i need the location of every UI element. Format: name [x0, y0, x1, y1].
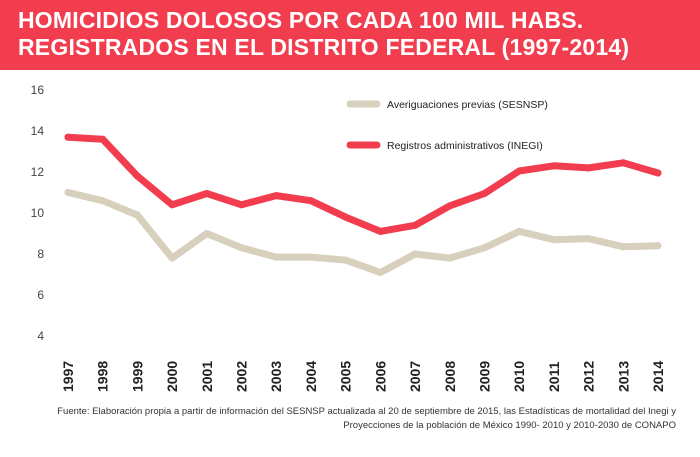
x-tick-label: 2005: [338, 361, 354, 392]
data-point: [654, 169, 662, 177]
x-tick-label: 2009: [476, 361, 492, 392]
data-point: [654, 242, 662, 250]
chart-title-line-2: REGISTRADOS EN EL DISTRITO FEDERAL (1997…: [18, 34, 630, 60]
line-chart: 4 6 8 10 12 14 16 1997 1998 1999 2000 2001 2002 2003…: [31, 83, 666, 392]
source-note: Fuente: Elaboración propia a partir de i…: [57, 406, 676, 431]
y-tick-label: 8: [37, 247, 44, 261]
x-tick-label: 1998: [95, 361, 111, 392]
legend: Averiguaciones previas (SESNSP) Registros…: [346, 99, 548, 152]
x-tick-label: 2013: [615, 361, 631, 392]
series-1: [64, 189, 662, 276]
data-point: [376, 227, 384, 235]
data-point: [411, 250, 419, 258]
x-tick-label: 2008: [442, 361, 458, 392]
data-point: [168, 254, 176, 262]
data-point: [446, 254, 454, 262]
data-point: [550, 162, 558, 170]
data-point: [376, 268, 384, 276]
data-point: [272, 192, 280, 200]
data-point: [307, 253, 315, 261]
x-tick-label: 2014: [650, 361, 666, 392]
chart-title-line-1: HOMICIDIOS DOLOSOS POR CADA 100 MIL HABS…: [18, 7, 584, 33]
legend-label: Registros administrativos (INEGI): [387, 140, 543, 152]
legend-item: Averiguaciones previas (SESNSP): [346, 99, 548, 111]
series-lines: [64, 133, 662, 276]
series-line: [64, 133, 662, 235]
y-tick-label: 10: [31, 206, 45, 220]
x-axis: 1997 1998 1999 2000 2001 2002 2003 2004 2005 2006…: [60, 361, 666, 392]
y-tick-label: 6: [37, 288, 44, 302]
data-point: [515, 167, 523, 175]
data-point: [307, 197, 315, 205]
data-point: [411, 221, 419, 229]
x-tick-label: 2011: [546, 361, 562, 392]
title-banner: HOMICIDIOS DOLOSOS POR CADA 100 MIL HABS…: [0, 0, 700, 70]
x-tick-label: 2002: [234, 361, 250, 392]
x-tick-label: 2003: [268, 361, 284, 392]
legend-label: Averiguaciones previas (SESNSP): [387, 99, 548, 111]
data-point: [238, 244, 246, 252]
data-point: [342, 256, 350, 264]
data-point: [585, 235, 593, 243]
data-point: [342, 213, 350, 221]
data-point: [515, 227, 523, 235]
y-axis: 4 6 8 10 12 14 16: [31, 83, 45, 343]
data-point: [64, 189, 72, 196]
x-tick-label: 2010: [511, 361, 527, 392]
data-point: [480, 244, 488, 252]
data-point: [133, 172, 141, 180]
x-tick-label: 2006: [372, 361, 388, 392]
x-tick-label: 2012: [581, 361, 597, 392]
data-point: [133, 211, 141, 219]
data-point: [619, 243, 627, 251]
data-point: [585, 164, 593, 172]
data-point: [480, 190, 488, 198]
x-tick-label: 2007: [407, 361, 423, 392]
series-line: [64, 189, 662, 276]
x-tick-label: 2000: [164, 361, 180, 392]
data-point: [99, 135, 107, 143]
data-point: [64, 133, 72, 141]
x-tick-label: 2001: [199, 361, 215, 392]
chart-title: HOMICIDIOS DOLOSOS POR CADA 100 MIL HABS…: [18, 7, 688, 61]
x-tick-label: 1997: [60, 361, 76, 392]
y-tick-label: 4: [37, 329, 44, 343]
data-point: [272, 253, 280, 261]
y-tick-label: 12: [31, 165, 45, 179]
data-point: [446, 202, 454, 210]
data-point: [168, 201, 176, 209]
data-point: [619, 159, 627, 167]
data-point: [203, 230, 211, 237]
series-2: [64, 133, 662, 235]
data-point: [99, 197, 107, 205]
y-tick-label: 16: [31, 83, 45, 97]
y-tick-label: 14: [31, 124, 45, 138]
x-tick-label: 1999: [129, 361, 145, 392]
data-point: [238, 201, 246, 209]
data-point: [203, 190, 211, 198]
x-tick-label: 2004: [303, 361, 319, 392]
data-point: [550, 236, 558, 244]
legend-item: Registros administrativos (INEGI): [346, 140, 543, 152]
